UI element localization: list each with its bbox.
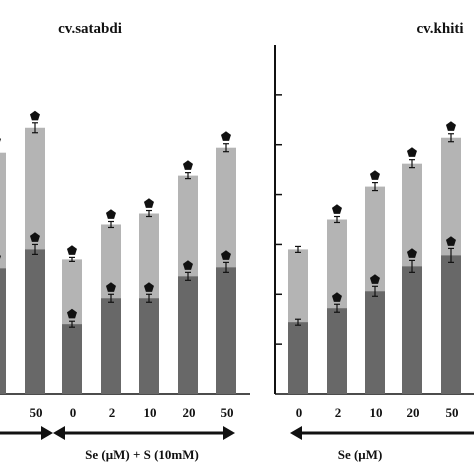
significance-star-1-0-1: ⬟	[332, 290, 343, 304]
significance-star-1-0-3: ⬟	[407, 246, 418, 260]
error-bar-1-0-0	[295, 318, 301, 326]
left-panel-title: cv.satabdi	[58, 21, 122, 37]
significance-star-1-1-1: ⬟	[332, 203, 343, 217]
significance-star-1-0-4: ⬟	[446, 234, 457, 248]
error-bar-0-1-6	[223, 143, 229, 153]
significance-star-0-0-2: ⬟	[67, 307, 78, 321]
significance-star-0-1-4: ⬟	[144, 197, 155, 211]
right-panel-title: cv.khiti	[416, 21, 463, 37]
x-tick-label-1-3: 20	[407, 405, 420, 420]
error-bar-1-1-0	[295, 245, 301, 254]
error-bar-0-1-2	[69, 256, 75, 262]
x-tick-label-0-6: 50	[221, 405, 234, 420]
error-bar-0-1-4	[146, 209, 152, 218]
bar-base-0-6	[216, 267, 236, 394]
x-tick-label-0-1: 50	[30, 405, 43, 420]
x-tick-label-0-2: 0	[70, 405, 77, 420]
error-bar-1-0-1	[334, 303, 340, 313]
x-tick-label-1-4: 50	[446, 405, 459, 420]
right-panel-bars: 0 ⬟ ⬟ 2 ⬟ ⬟ 10 ⬟ ⬟ 20 ⬟ ⬟ 50	[288, 120, 461, 420]
bar-base-0-5	[178, 276, 198, 394]
right-y-ticks	[275, 94, 282, 345]
x-tick-label-0-5: 20	[183, 405, 196, 420]
error-bar-1-1-2	[372, 182, 378, 192]
significance-star-0-0-6: ⬟	[221, 248, 232, 262]
significance-star-0-1-2: ⬟	[67, 243, 78, 257]
error-bar-0-1-5	[185, 172, 191, 180]
bar-base-1-2	[365, 291, 385, 394]
right-group-label: Se (μM)	[338, 447, 383, 462]
error-bar-0-0-4	[146, 293, 152, 303]
significance-star-0-0-3: ⬟	[106, 280, 117, 294]
error-bar-1-1-1	[334, 215, 340, 224]
significance-star-1-1-3: ⬟	[407, 146, 418, 160]
significance-star-0-0-1: ⬟	[30, 230, 41, 244]
x-tick-label-1-2: 10	[370, 405, 383, 420]
right-group-arrow	[290, 426, 474, 440]
left-group-arrow	[0, 426, 53, 440]
middle-group-label: Se (μM) + S (10mM)	[85, 447, 199, 462]
x-tick-label-1-0: 0	[296, 405, 303, 420]
significance-star-0-1-1: ⬟	[30, 109, 41, 123]
significance-star-0-1-0: ⬟	[0, 134, 2, 148]
error-bar-1-0-2	[372, 285, 378, 297]
bar-base-1-4	[441, 255, 461, 394]
bar-base-0-2	[62, 324, 82, 394]
error-bar-1-0-4	[448, 247, 454, 263]
error-bar-0-0-3	[108, 293, 114, 303]
significance-star-1-0-2: ⬟	[370, 272, 381, 286]
error-bar-0-0-2	[69, 320, 75, 328]
significance-star-0-0-5: ⬟	[183, 258, 194, 272]
bar-base-0-3	[101, 298, 121, 394]
error-bar-1-1-4	[448, 133, 454, 143]
bar-base-0-1	[25, 249, 45, 394]
error-bar-0-0-1	[32, 243, 38, 255]
middle-group-arrow	[53, 426, 235, 440]
significance-star-0-1-3: ⬟	[106, 207, 117, 221]
significance-star-1-1-2: ⬟	[370, 169, 381, 183]
bar-base-1-3	[402, 266, 422, 394]
significance-star-0-1-6: ⬟	[221, 130, 232, 144]
significance-star-0-0-4: ⬟	[144, 280, 155, 294]
error-bar-0-1-1	[32, 122, 38, 134]
significance-star-0-1-5: ⬟	[183, 159, 194, 173]
error-bar-0-1-3	[108, 220, 114, 229]
bar-base-0-4	[139, 298, 159, 394]
bar-base-0-0	[0, 268, 6, 394]
significance-star-1-1-4: ⬟	[446, 120, 457, 134]
error-bar-0-0-6	[223, 261, 229, 273]
left-panel-bars: ⬟⬟0⬟⬟50⬟⬟0⬟⬟2⬟⬟10⬟⬟20⬟⬟50	[0, 109, 236, 420]
error-bar-0-0-5	[185, 271, 191, 281]
x-tick-label-1-1: 2	[335, 405, 342, 420]
error-bar-1-0-3	[409, 259, 415, 273]
error-bar-1-1-3	[409, 159, 415, 169]
x-tick-label-0-3: 2	[109, 405, 116, 420]
significance-star-0-0-0: ⬟	[0, 250, 2, 264]
x-tick-label-0-4: 10	[144, 405, 157, 420]
bar-base-1-1	[327, 308, 347, 394]
bar-base-1-0	[288, 322, 308, 394]
